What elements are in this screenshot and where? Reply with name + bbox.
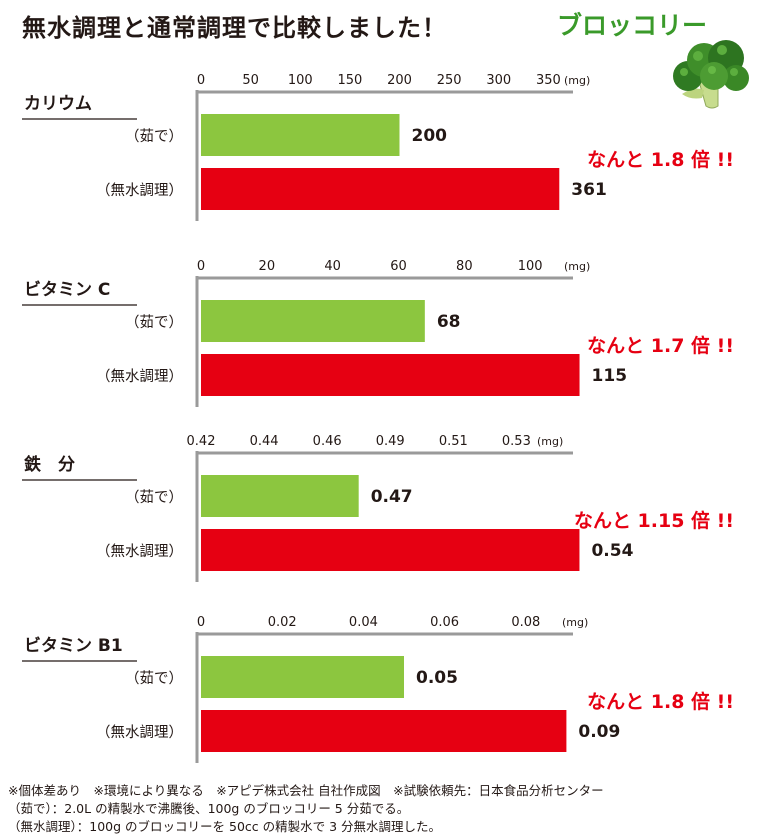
tick-label: 0: [197, 73, 205, 88]
tick-label: 0.04: [349, 615, 378, 630]
tick-label: 20: [259, 259, 276, 274]
tick-label: 0: [197, 259, 205, 274]
tick-label: 40: [324, 259, 341, 274]
bar: [201, 114, 400, 156]
tick-label: 200: [387, 73, 412, 88]
tick-label: 80: [456, 259, 473, 274]
ratio-callout: なんと 1.15 倍 !!: [574, 509, 734, 532]
bar: [201, 475, 359, 517]
category-label: （茹で）: [125, 128, 183, 145]
category-label: （茹で）: [125, 670, 183, 687]
value-label: 0.09: [578, 722, 620, 742]
ratio-callout: なんと 1.8 倍 !!: [587, 148, 734, 171]
tick-label: 100: [288, 73, 313, 88]
category-label: （茹で）: [125, 489, 183, 506]
unit-label: (mg): [564, 74, 590, 87]
ratio-callout: なんと 1.7 倍 !!: [587, 334, 734, 357]
tick-label: 0.46: [313, 434, 342, 449]
tick-label: 0.06: [430, 615, 459, 630]
bar: [201, 529, 580, 571]
value-label: 200: [412, 126, 448, 146]
category-label: （茹で）: [125, 314, 183, 331]
tick-label: 150: [337, 73, 362, 88]
panel-title: カリウム: [24, 94, 92, 114]
tick-label: 0.51: [439, 434, 468, 449]
bar: [201, 168, 560, 210]
panel-title: ビタミン C: [24, 280, 110, 300]
bar: [201, 354, 580, 396]
unit-label: (mg): [537, 435, 563, 448]
value-label: 361: [571, 180, 607, 200]
ratio-callout: なんと 1.8 倍 !!: [587, 690, 734, 713]
value-label: 115: [592, 366, 628, 386]
tick-label: 0.08: [511, 615, 540, 630]
tick-label: 300: [486, 73, 511, 88]
tick-label: 0.42: [187, 434, 216, 449]
tick-label: 0.49: [376, 434, 405, 449]
broccoli-icon: [673, 40, 749, 109]
bar: [201, 656, 404, 698]
footnote-1: ※個体差あり ※環境により異なる ※アピデ株式会社 自社作成図 ※試験依頼先：日…: [8, 783, 604, 798]
tick-label: 0.02: [268, 615, 297, 630]
tick-label: 60: [390, 259, 407, 274]
category-label: （無水調理）: [96, 182, 183, 199]
unit-label: (mg): [562, 616, 588, 629]
tick-label: 350: [536, 73, 561, 88]
value-label: 0.54: [591, 541, 633, 561]
panel-title: 鉄 分: [24, 454, 75, 475]
tick-label: 0.44: [250, 434, 279, 449]
tick-label: 250: [437, 73, 462, 88]
subject-label: ブロッコリー: [557, 11, 708, 40]
value-label: 0.05: [416, 668, 458, 688]
panel-title: ビタミン B1: [24, 636, 123, 656]
value-label: 68: [437, 312, 461, 332]
page-title: 無水調理と通常調理で比較しました！: [22, 14, 447, 42]
tick-label: 50: [242, 73, 259, 88]
bar: [201, 300, 425, 342]
tick-label: 0.53: [502, 434, 531, 449]
category-label: （無水調理）: [96, 543, 183, 560]
value-label: 0.47: [371, 487, 413, 507]
category-label: （無水調理）: [96, 368, 183, 385]
bar: [201, 710, 567, 752]
unit-label: (mg): [564, 260, 590, 273]
tick-label: 0: [197, 615, 205, 630]
category-label: （無水調理）: [96, 724, 183, 741]
tick-label: 100: [518, 259, 543, 274]
footnote-3: （無水調理）：100g のブロッコリーを 50cc の精製水で 3 分無水調理し…: [8, 819, 442, 834]
footnote-2: （茹で）：2.0L の精製水で沸騰後、100g のブロッコリー 5 分茹でる。: [8, 801, 410, 816]
